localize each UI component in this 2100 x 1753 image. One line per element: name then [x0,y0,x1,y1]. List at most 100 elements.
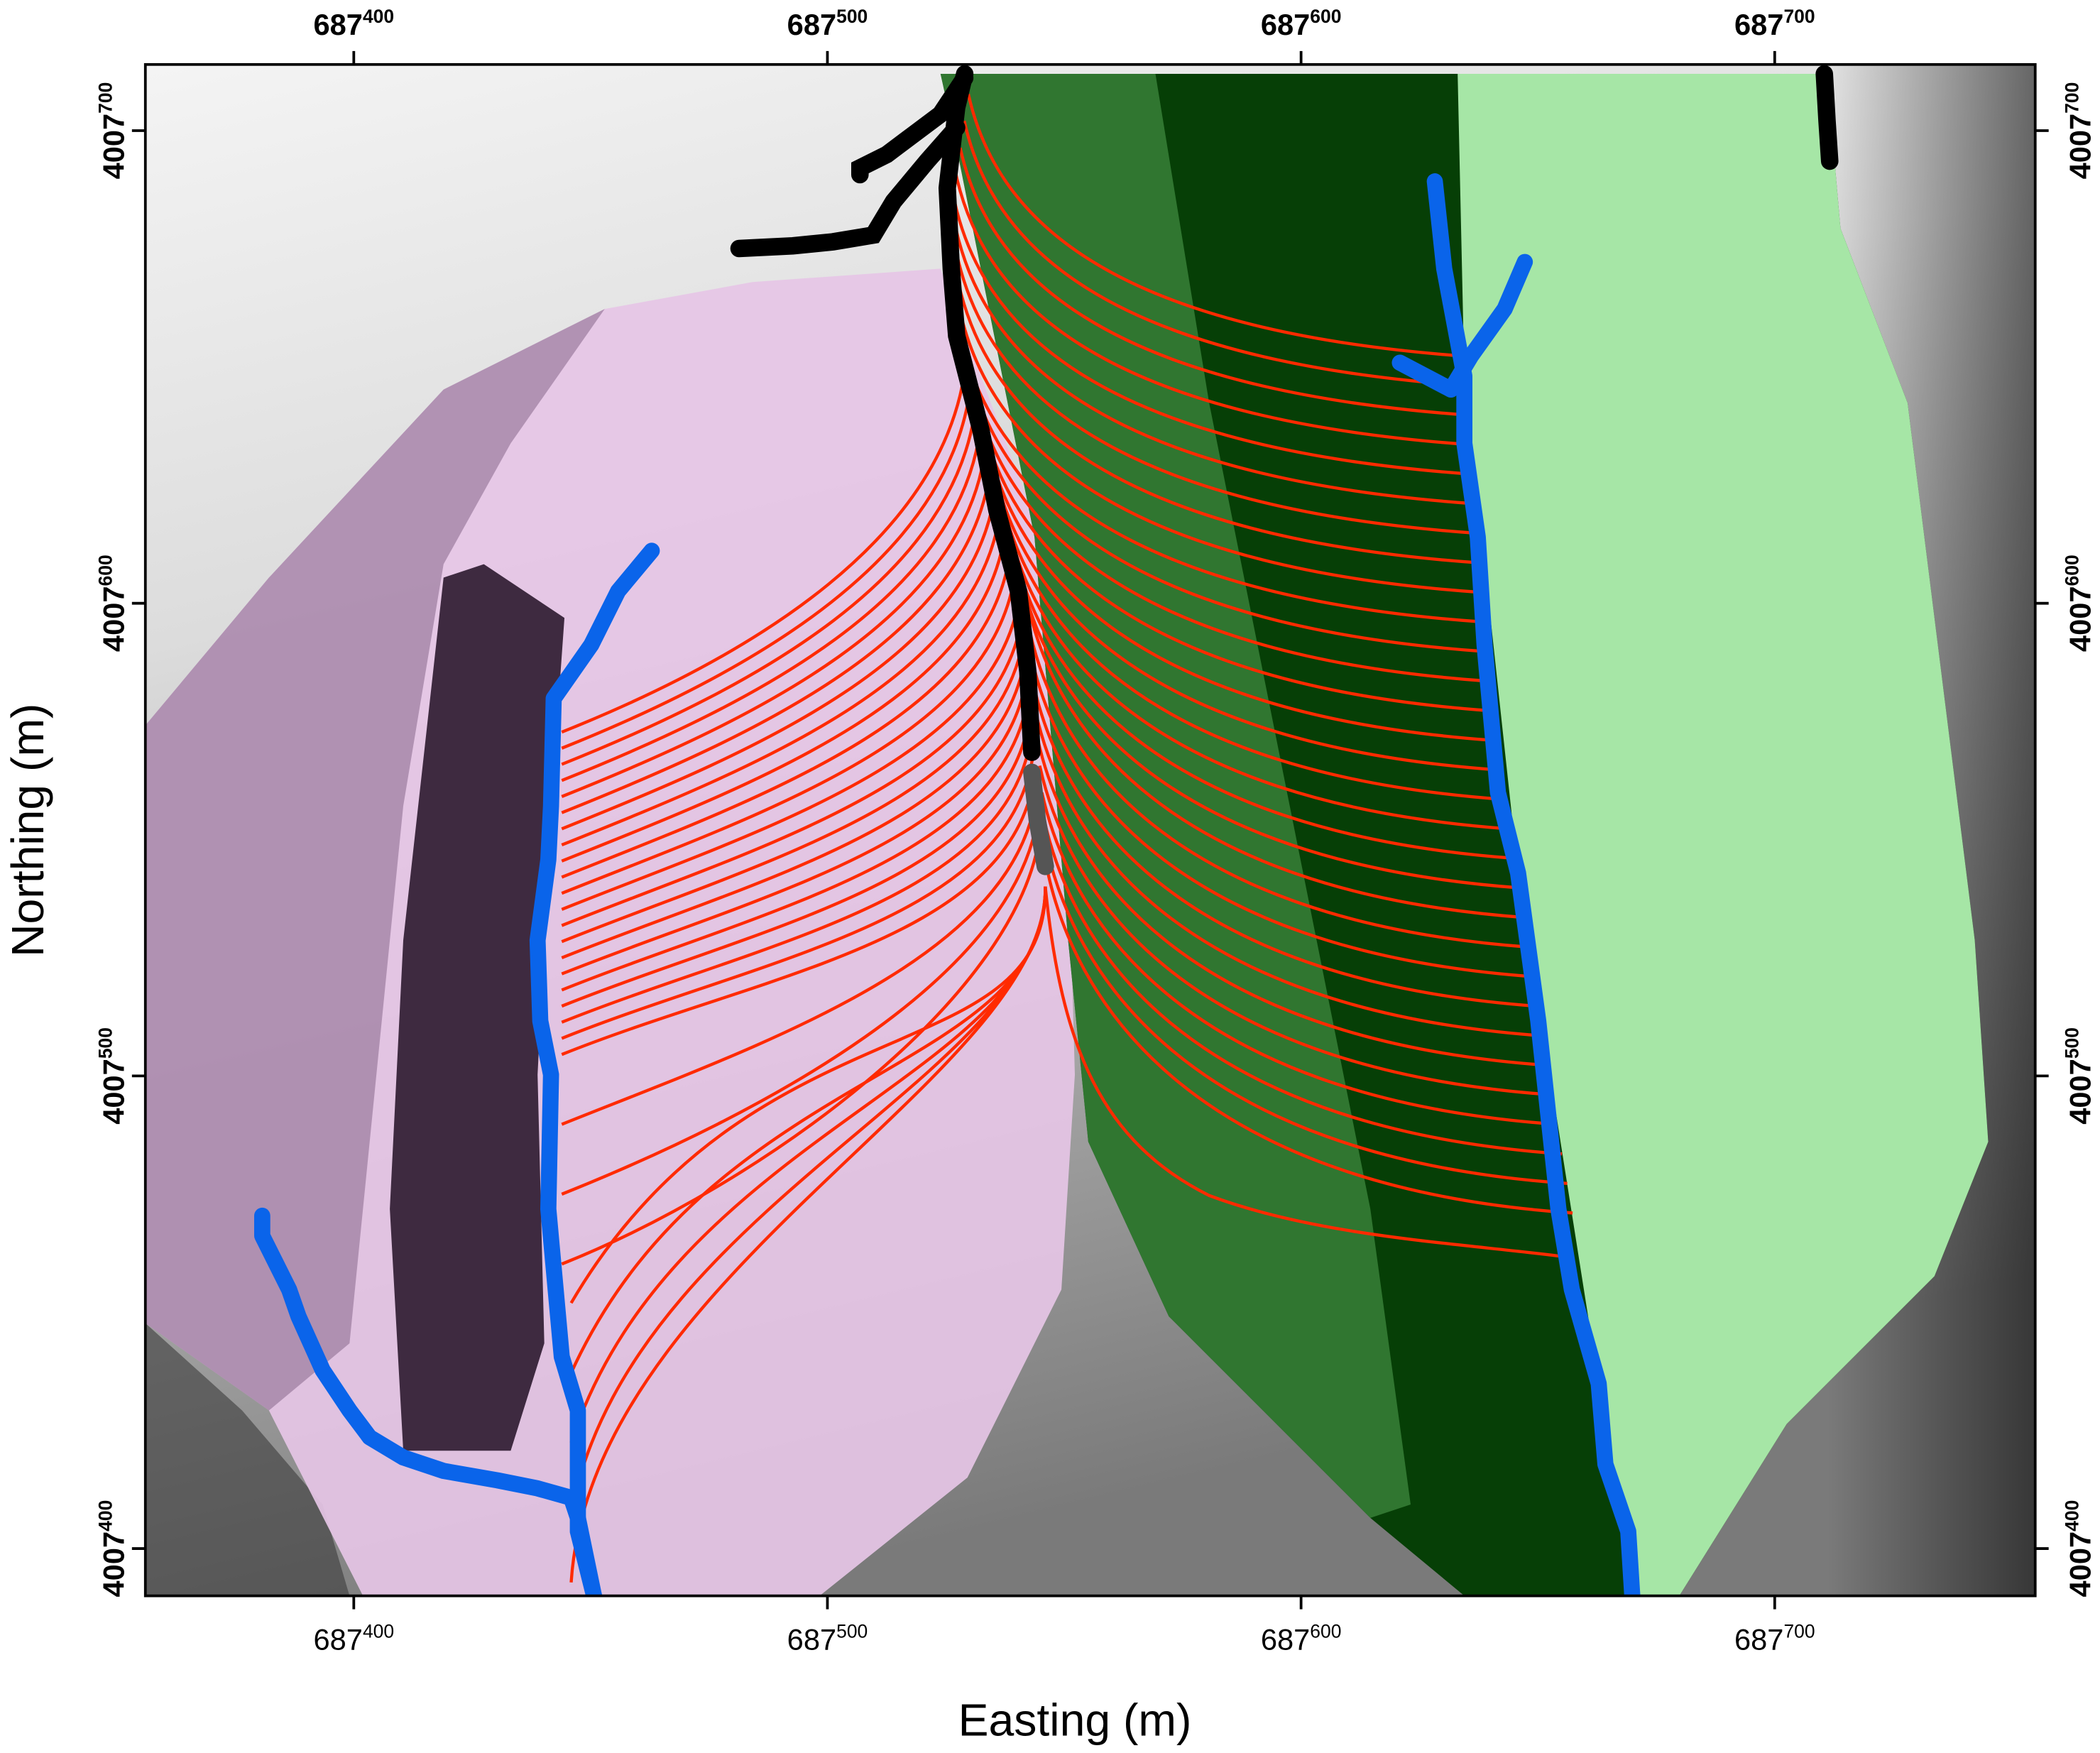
x-tick-label: 687600 [1261,1620,1342,1656]
y-tick-label: 4007400 [94,1500,130,1598]
tick-sup: 700 [1783,6,1815,27]
flow-path [1019,577,1521,890]
flow-path [958,308,1482,594]
flow-path [561,678,1029,976]
stream [1391,253,1533,398]
flow-path [999,496,1502,801]
y-tick-label: 4007600 [2061,555,2096,652]
tick-main: 687 [314,8,363,41]
tick-main: 687 [1734,8,1783,41]
tick-sup: 400 [363,1620,394,1642]
flow-path [1034,711,1541,1037]
y-tick-label: 4007600 [94,555,130,652]
y-axis-label: Northing (m) [2,704,53,957]
flow-path [1046,873,1573,1215]
tick-sup: 600 [1310,6,1341,27]
flow-path [992,469,1496,772]
tick-sup: 400 [363,6,394,27]
left-catchment-shadow [390,564,565,1451]
tick-sup: 400 [2061,1500,2082,1531]
flow-path [954,174,1470,447]
flow-path [956,281,1480,564]
stream [1426,173,1641,1596]
x-tick-label: 687700 [1734,1620,1815,1656]
tick-main: 4007 [97,586,130,652]
tick-main: 4007 [2063,1531,2096,1598]
tick-sup: 500 [836,1620,868,1642]
flow-path [1012,550,1515,861]
flow-path [966,93,1462,358]
flow-path [1030,657,1533,978]
flow-path [561,738,1033,1024]
flow-path [561,597,1022,911]
map-area [145,64,2035,1596]
tick-main: 687 [1261,1622,1310,1656]
hillshade-shadow [145,1323,350,1596]
tick-sup: 400 [94,1500,116,1531]
flow-path [1026,604,1525,919]
flow-path [569,886,1047,1583]
x-tick-label: 687700 [1734,6,1815,41]
flow-path [561,537,1006,863]
left-catchment-slope [145,309,605,1411]
tick-main: 4007 [97,1531,130,1598]
ridge [938,65,1041,761]
x-tick-label: 687600 [1261,6,1342,41]
flow-path [561,395,971,750]
flow-path [561,819,1039,1196]
ridge [1815,65,1839,170]
flow-path [561,799,1038,1126]
flow-path [1006,523,1509,831]
flow-path [954,228,1475,506]
tick-main: 687 [787,1622,836,1656]
flow-path [561,758,1034,1040]
flow-path [1044,886,1559,1258]
flow-path [561,778,1036,1056]
saddle [1023,763,1054,875]
right-catchment-slope [940,74,1411,1518]
flow-path [1032,684,1537,1008]
x-tick-label: 687400 [314,6,395,41]
flow-path [1028,630,1528,949]
tick-main: 687 [787,8,836,41]
tick-main: 4007 [97,1059,130,1125]
ticks: 6874006874006875006875006876006876006877… [94,6,2096,1656]
tick-sup: 600 [94,555,116,586]
flow-path [1042,819,1563,1156]
flow-path [963,120,1465,388]
x-axis-label: Easting (m) [958,1694,1192,1745]
flow-path [561,577,1017,895]
ridge [851,69,974,184]
tick-main: 4007 [2063,1059,2096,1125]
flow-path [1036,738,1547,1067]
flow-path [561,376,966,734]
stream [529,542,660,1596]
flow-path [561,718,1032,1008]
tick-sup: 700 [2061,82,2082,114]
flow-path [561,416,976,766]
tick-main: 4007 [97,114,130,180]
tick-main: 4007 [2063,586,2096,652]
flow-paths [561,93,1573,1583]
y-tick-label: 4007500 [94,1027,130,1125]
tick-sup: 500 [836,6,868,27]
flow-path [561,456,986,798]
tick-main: 687 [1261,8,1310,41]
flow-path [1040,792,1557,1126]
tick-sup: 600 [2061,555,2082,586]
tick-main: 4007 [2063,114,2096,180]
flow-path [1038,765,1552,1097]
right-catchment-light [1458,74,1989,1596]
x-tick-label: 687500 [787,1620,868,1656]
tick-sup: 500 [94,1027,116,1059]
y-tick-label: 4007400 [2061,1500,2096,1598]
flow-path [561,517,1001,847]
stream [254,1207,603,1596]
tick-sup: 500 [2061,1027,2082,1059]
plot-frame [143,62,2037,1598]
y-tick-label: 4007700 [94,82,130,180]
flow-path [561,557,1011,879]
flow-path [953,201,1473,476]
